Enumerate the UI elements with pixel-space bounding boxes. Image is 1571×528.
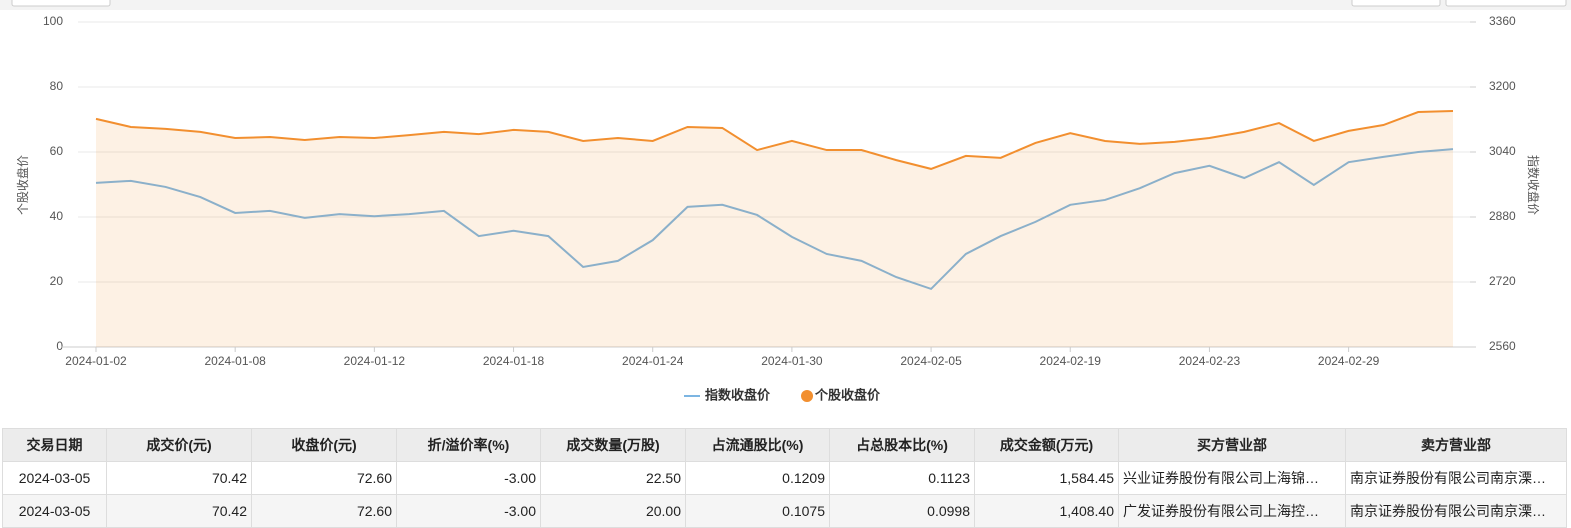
cell: 22.50 bbox=[540, 461, 686, 495]
y-tick-label: 40 bbox=[50, 209, 64, 223]
x-tick-label: 2024-01-12 bbox=[344, 354, 406, 368]
y-tick-label: 60 bbox=[50, 144, 64, 158]
cell: 1,584.45 bbox=[974, 461, 1119, 495]
cell: 2024-03-05 bbox=[2, 494, 107, 528]
cell: 0.1123 bbox=[829, 461, 975, 495]
cell: 20.00 bbox=[540, 494, 686, 528]
x-tick-label: 2024-01-24 bbox=[622, 354, 684, 368]
cell: 南京证券股份有限公司南京溧… bbox=[1345, 494, 1567, 528]
line bbox=[95, 110, 1454, 170]
y-tick-label: 20 bbox=[50, 274, 64, 288]
y-axis-title: 个股收盘价 bbox=[15, 155, 30, 215]
cell: 0.1209 bbox=[685, 461, 830, 495]
button[interactable] bbox=[11, 0, 111, 7]
y2-tick-label: 2560 bbox=[1489, 339, 1516, 353]
header-cell: 成交金额(万元) bbox=[974, 428, 1119, 462]
line bbox=[95, 148, 1454, 291]
chart: 个股收盘价 指数收盘价 0 20 40 60 80 100 2560 2720 2880 3040… bbox=[0, 0, 1571, 402]
area bbox=[96, 111, 1453, 347]
cell: 70.42 bbox=[106, 461, 252, 495]
x-tick-label: 2024-02-23 bbox=[1179, 354, 1241, 368]
header-cell: 成交价(元) bbox=[106, 428, 252, 462]
y2-tick-label: 3040 bbox=[1489, 144, 1516, 158]
button[interactable] bbox=[1351, 0, 1441, 7]
x-tick-label: 2024-02-29 bbox=[1318, 354, 1380, 368]
x-tick-label: 2024-02-19 bbox=[1040, 354, 1102, 368]
y2-tick-label: 3200 bbox=[1489, 79, 1516, 93]
x-tick-label: 2024-01-18 bbox=[483, 354, 545, 368]
header-cell: 卖方营业部 bbox=[1345, 428, 1567, 462]
y2-tick-label: 2720 bbox=[1489, 274, 1516, 288]
legend-marker bbox=[801, 390, 814, 402]
header-cell: 交易日期 bbox=[2, 428, 107, 462]
legend-label: 指数收盘价 bbox=[705, 387, 771, 402]
cell: 0.1075 bbox=[685, 494, 830, 528]
y-tick-label: 80 bbox=[50, 79, 64, 93]
header-cell: 买方营业部 bbox=[1118, 428, 1346, 462]
y-tick-label: 0 bbox=[56, 339, 63, 353]
legend-label: 个股收盘价 bbox=[814, 387, 881, 402]
cell: 2024-03-05 bbox=[2, 461, 107, 495]
cell: 72.60 bbox=[251, 494, 397, 528]
y2-tick-label: 2880 bbox=[1489, 209, 1516, 223]
toolbar bbox=[0, 0, 1571, 10]
cell: 70.42 bbox=[106, 494, 252, 528]
header-cell: 折/溢价率(%) bbox=[396, 428, 541, 462]
row: 2024-03-05 70.42 72.60 -3.00 20.00 0.1075 0.09… bbox=[2, 494, 1567, 528]
header-cell: 成交数量(万股) bbox=[540, 428, 686, 462]
button[interactable] bbox=[1445, 0, 1567, 7]
table: 交易日期 成交价(元) 收盘价(元) 折/溢价率(%) 成交数量(万股) 占流通股比(%)… bbox=[2, 428, 1567, 528]
y2-tick-label: 3360 bbox=[1489, 14, 1516, 28]
cell: 兴业证券股份有限公司上海锦… bbox=[1118, 461, 1346, 495]
y2-axis-title: 指数收盘价 bbox=[1526, 155, 1541, 215]
header-cell: 收盘价(元) bbox=[251, 428, 397, 462]
x-tick-label: 2024-01-08 bbox=[204, 354, 266, 368]
cell: 1,408.40 bbox=[974, 494, 1119, 528]
cell: -3.00 bbox=[396, 494, 541, 528]
header-row: 交易日期 成交价(元) 收盘价(元) 折/溢价率(%) 成交数量(万股) 占流通股比(%)… bbox=[2, 428, 1567, 462]
row: 2024-03-05 70.42 72.60 -3.00 22.50 0.1209 0.11… bbox=[2, 461, 1567, 495]
header-cell: 占总股本比(%) bbox=[829, 428, 975, 462]
cell: 0.0998 bbox=[829, 494, 975, 528]
cell: 南京证券股份有限公司南京溧… bbox=[1345, 461, 1567, 495]
x-tick-label: 2024-01-30 bbox=[761, 354, 823, 368]
cell: -3.00 bbox=[396, 461, 541, 495]
cell: 72.60 bbox=[251, 461, 397, 495]
cell: 广发证券股份有限公司上海控… bbox=[1118, 494, 1346, 528]
x-tick-label: 2024-02-05 bbox=[900, 354, 962, 368]
y-tick-label: 100 bbox=[43, 14, 63, 28]
x-tick-label: 2024-01-02 bbox=[65, 354, 127, 368]
header-cell: 占流通股比(%) bbox=[685, 428, 830, 462]
